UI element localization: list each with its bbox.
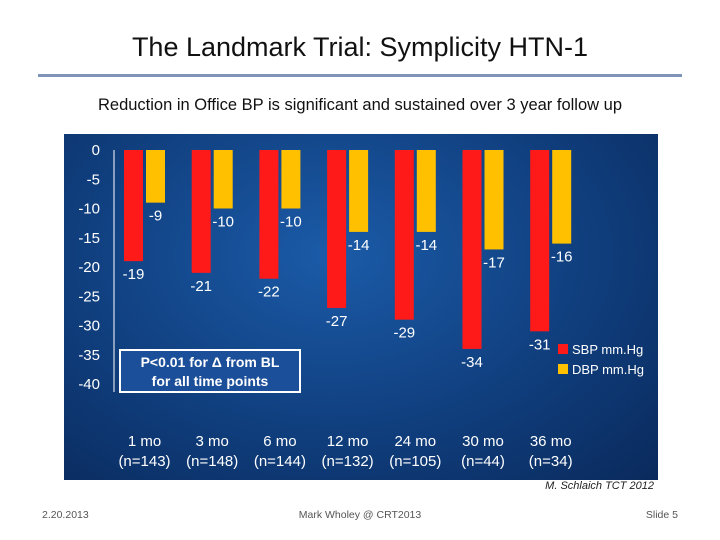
bar-dbp (281, 150, 301, 209)
significance-box (119, 349, 301, 393)
x-category-label: 12 mo (327, 433, 369, 450)
citation: M. Schlaich TCT 2012 (545, 480, 654, 492)
x-count-label: (n=148) (186, 453, 238, 470)
slide-title: The Landmark Trial: Symplicity HTN-1 (131, 32, 589, 62)
data-label: -21 (190, 278, 212, 295)
bar-dbp (416, 150, 436, 232)
x-category-label: 24 mo (394, 433, 436, 450)
data-label: -10 (212, 214, 234, 231)
y-tick-label: -25 (78, 288, 100, 305)
footer-date: 2.20.2013 (42, 509, 89, 521)
x-count-label: (n=34) (529, 453, 573, 470)
bar-chart: 0 -5 -10 -15 -20 -25 -30 -35 -40 -19 -9 1 mo (n=143)… (78, 142, 644, 470)
x-category-label: 36 mo (530, 433, 572, 450)
y-tick-label: -5 (87, 171, 100, 188)
bar-dbp (213, 150, 233, 209)
bar-dbp (484, 150, 504, 250)
bar-dbp (349, 150, 369, 232)
y-tick-label: 0 (92, 142, 100, 159)
bar-dbp (552, 150, 572, 244)
data-label: -29 (393, 325, 415, 342)
data-label: -9 (149, 208, 162, 225)
x-category-label: 1 mo (128, 433, 161, 450)
legend-label-sbp: SBP mm.Hg (572, 342, 643, 357)
data-label: -31 (529, 336, 551, 353)
x-count-label: (n=143) (118, 453, 170, 470)
x-count-label: (n=144) (254, 453, 306, 470)
bar-sbp (530, 150, 550, 332)
bar-sbp (462, 150, 482, 349)
data-label: -34 (461, 354, 483, 371)
legend-swatch-sbp (558, 344, 568, 354)
bar-sbp (124, 150, 143, 262)
data-label: -10 (280, 214, 302, 231)
data-label: -14 (348, 237, 370, 254)
x-count-label: (n=44) (461, 453, 505, 470)
data-label: -16 (551, 249, 573, 266)
slide-subtitle: Reduction in Office BP is significant an… (97, 96, 623, 114)
significance-line-2: for all time points (152, 373, 269, 389)
significance-line-1: P<0.01 for Δ from BL (141, 354, 280, 370)
x-count-label: (n=105) (389, 453, 441, 470)
bar-sbp (327, 150, 347, 308)
data-label: -27 (326, 313, 348, 330)
bar-sbp (394, 150, 414, 320)
footer-slide-number: Slide 5 (645, 509, 678, 521)
y-tick-label: -10 (78, 201, 100, 218)
footer-presenter: Mark Wholey @ CRT2013 (298, 509, 422, 521)
legend-swatch-dbp (558, 364, 568, 374)
bar-sbp (259, 150, 279, 279)
y-tick-label: -40 (78, 376, 100, 393)
x-category-label: 30 mo (462, 433, 504, 450)
bar-dbp (146, 150, 165, 203)
y-tick-label: -20 (78, 259, 100, 276)
data-label: -22 (258, 284, 280, 301)
legend-label-dbp: DBP mm.Hg (572, 362, 644, 377)
y-tick-label: -30 (78, 318, 100, 335)
x-category-label: 3 mo (196, 433, 229, 450)
data-label: -14 (415, 237, 437, 254)
data-label: -17 (483, 254, 505, 271)
y-tick-label: -35 (78, 347, 100, 364)
bar-sbp (191, 150, 211, 273)
x-count-label: (n=132) (322, 453, 374, 470)
y-tick-label: -15 (78, 230, 100, 247)
x-category-label: 6 mo (263, 433, 296, 450)
chart-panel: 0 -5 -10 -15 -20 -25 -30 -35 -40 -19 -9 1 mo (n=143)… (64, 134, 658, 480)
data-label: -19 (123, 266, 145, 283)
title-divider (38, 74, 682, 77)
